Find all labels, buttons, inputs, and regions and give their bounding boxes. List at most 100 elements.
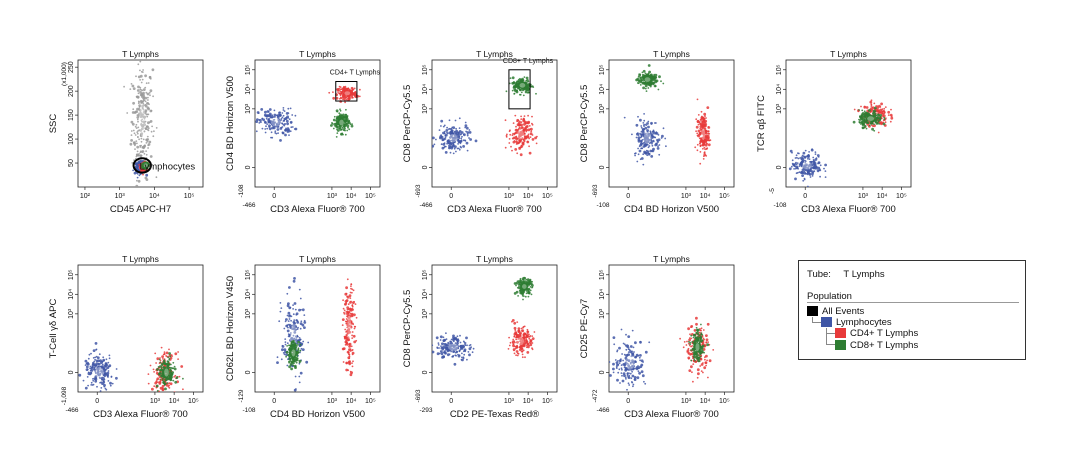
data-point	[136, 95, 138, 98]
data-point	[698, 142, 701, 145]
density-core	[347, 315, 352, 340]
data-point	[107, 380, 110, 382]
data-point	[702, 371, 704, 374]
data-point	[882, 114, 886, 118]
data-point	[347, 332, 349, 335]
data-point	[288, 360, 290, 363]
data-point	[300, 308, 302, 311]
data-point	[147, 96, 149, 99]
data-point	[455, 136, 458, 139]
data-point	[132, 169, 135, 172]
x-tick-label: 10⁵	[184, 193, 195, 200]
data-point	[281, 122, 284, 125]
data-point	[462, 356, 465, 359]
plot-title: T Lymphs	[653, 49, 690, 59]
data-point	[808, 172, 811, 175]
data-point	[348, 360, 351, 364]
data-point	[142, 173, 144, 176]
gate-label: CD4+ T Lymphs	[330, 69, 381, 76]
y-tick-label: 10³	[422, 308, 429, 319]
data-point	[816, 169, 820, 173]
y-axis-label: T-Cell γδ APC	[48, 299, 59, 359]
y-tick-label: 250	[68, 61, 75, 73]
data-point	[699, 144, 702, 147]
data-point	[632, 364, 635, 368]
data-point	[143, 130, 146, 133]
data-point	[693, 358, 696, 361]
data-point	[167, 356, 170, 359]
data-point	[531, 342, 534, 344]
plot-frame	[608, 59, 735, 188]
x-min-label: -466	[419, 202, 432, 209]
data-point	[464, 124, 468, 128]
data-point	[84, 359, 88, 363]
x-tick-label: 10⁵	[365, 398, 376, 405]
plot-frame	[431, 59, 558, 188]
data-point	[142, 147, 145, 150]
data-point	[871, 127, 874, 131]
data-point	[286, 364, 289, 367]
data-point	[655, 122, 657, 124]
data-point	[688, 351, 690, 354]
data-point	[345, 302, 348, 304]
data-point	[262, 118, 265, 122]
data-point	[696, 132, 699, 135]
data-point	[504, 119, 507, 122]
data-point	[884, 106, 887, 108]
data-point	[639, 76, 642, 79]
data-point	[511, 319, 515, 322]
data-point	[525, 290, 528, 292]
population-lymphocytes	[78, 342, 118, 392]
data-point	[115, 368, 118, 370]
data-point	[639, 365, 643, 368]
data-point	[139, 173, 142, 176]
data-point	[664, 137, 667, 140]
data-point	[94, 342, 98, 345]
data-point	[862, 122, 866, 126]
data-point	[286, 342, 289, 345]
data-point	[455, 150, 457, 153]
data-point	[526, 330, 529, 333]
data-point	[349, 320, 353, 323]
gate-label: CD8+ T Lymphs	[503, 58, 554, 65]
data-point	[802, 179, 805, 182]
data-point	[352, 360, 354, 363]
data-point	[150, 130, 153, 133]
data-point	[439, 350, 443, 353]
data-point	[456, 147, 459, 150]
data-point	[160, 346, 163, 349]
data-point	[276, 356, 279, 359]
data-point	[865, 121, 869, 124]
data-point	[811, 175, 814, 177]
data-point	[699, 329, 702, 332]
data-point	[522, 286, 525, 289]
data-point	[437, 344, 440, 346]
data-point	[351, 92, 355, 95]
data-point	[705, 334, 708, 337]
data-point	[852, 120, 856, 124]
data-point	[276, 122, 278, 125]
data-point	[633, 367, 636, 370]
data-point	[303, 319, 306, 322]
data-point	[819, 164, 822, 167]
data-point	[859, 116, 862, 119]
data-point	[342, 117, 345, 121]
population-cd8-t-lymphs	[635, 64, 665, 92]
data-point	[699, 365, 702, 367]
data-point	[635, 353, 639, 357]
data-point	[534, 136, 537, 140]
data-point	[461, 135, 463, 138]
data-point	[273, 109, 276, 112]
data-point	[469, 138, 472, 141]
data-point	[523, 76, 526, 78]
data-point	[700, 110, 703, 113]
data-point	[295, 359, 298, 362]
data-point	[345, 339, 347, 342]
data-point	[525, 278, 528, 281]
data-point	[518, 126, 521, 129]
data-point	[513, 340, 516, 343]
data-point	[790, 165, 793, 168]
y-tick-label: 10³	[422, 103, 429, 114]
data-point	[270, 116, 272, 119]
